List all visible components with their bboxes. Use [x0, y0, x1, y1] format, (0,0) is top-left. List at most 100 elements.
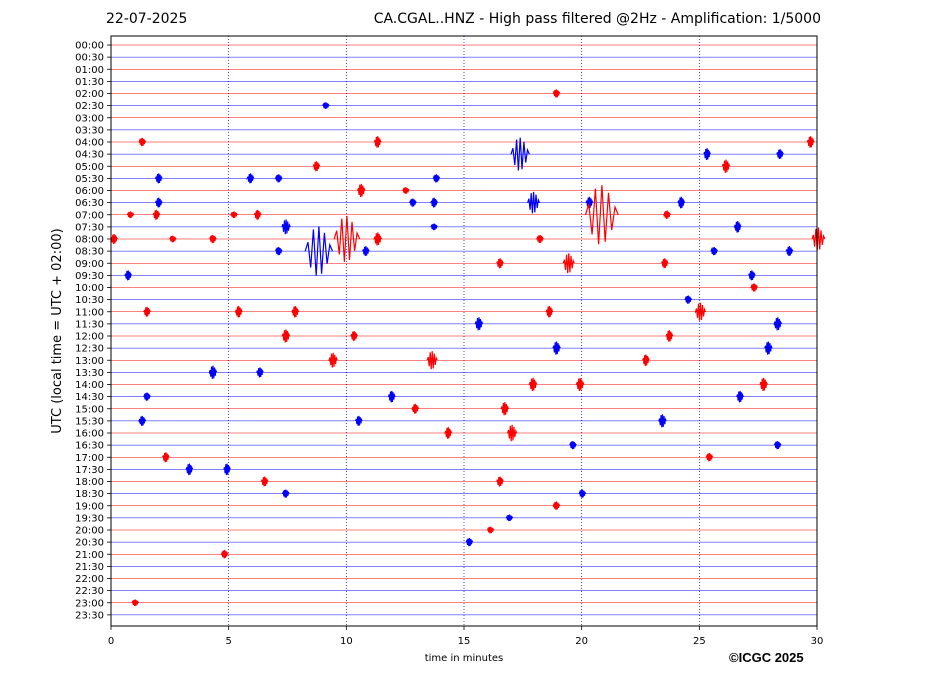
seismic-event	[235, 305, 243, 318]
x-tick-label: 5	[225, 636, 231, 647]
seismic-event	[223, 463, 231, 476]
y-tick-label: 22:00	[75, 574, 104, 585]
seismic-event	[465, 537, 474, 547]
seismic-event	[411, 403, 420, 414]
y-tick-label: 23:30	[75, 610, 104, 621]
seismic-event	[510, 137, 530, 171]
x-tick-label: 10	[340, 636, 353, 647]
y-tick-label: 03:30	[75, 125, 104, 136]
y-tick-label: 15:30	[75, 416, 104, 427]
y-tick-label: 04:30	[75, 150, 104, 161]
y-tick-label: 16:00	[75, 429, 104, 440]
seismic-event	[322, 102, 330, 109]
x-tick-label: 20	[575, 636, 588, 647]
seismic-event	[131, 599, 139, 607]
seismic-event	[507, 424, 518, 442]
seismic-event	[748, 270, 756, 281]
y-tick-label: 00:30	[75, 53, 104, 64]
seismic-event	[185, 463, 194, 476]
y-tick-label: 03:00	[75, 113, 104, 124]
seismic-event	[811, 227, 826, 251]
seismic-event	[552, 501, 561, 510]
y-tick-label: 19:30	[75, 513, 104, 524]
seismic-event	[291, 305, 300, 318]
y-tick-label: 08:30	[75, 247, 104, 258]
y-tick-label: 09:30	[75, 271, 104, 282]
y-tick-label: 16:30	[75, 441, 104, 452]
seismic-event	[408, 198, 417, 207]
y-tick-label: 22:30	[75, 586, 104, 597]
y-tick-label: 19:00	[75, 501, 104, 512]
y-tick-label: 14:00	[75, 380, 104, 391]
x-axis-label: time in minutes	[425, 653, 504, 664]
seismic-event	[496, 258, 504, 269]
seismic-event	[764, 341, 773, 355]
seismic-event	[552, 341, 561, 355]
seismic-event	[155, 197, 163, 208]
seismic-event	[260, 476, 269, 487]
y-tick-label: 15:00	[75, 404, 104, 415]
y-tick-label: 08:00	[75, 235, 104, 246]
seismic-event	[430, 223, 438, 231]
seismic-event	[486, 526, 495, 534]
y-tick-label: 12:30	[75, 344, 104, 355]
seismic-event	[230, 211, 238, 219]
y-tick-label: 18:00	[75, 477, 104, 488]
y-tick-label: 20:00	[75, 526, 104, 537]
x-tick-label: 25	[693, 636, 706, 647]
seismic-event	[110, 234, 118, 244]
seismic-event	[552, 89, 561, 98]
y-tick-label: 00:00	[75, 41, 104, 52]
seismic-event	[355, 415, 363, 426]
copyright-label: ©ICGC 2025	[729, 650, 804, 665]
seismic-event	[333, 215, 361, 262]
seismic-event	[312, 161, 321, 172]
y-tick-label: 01:00	[75, 65, 104, 76]
seismic-event	[660, 258, 669, 269]
y-tick-label: 23:00	[75, 598, 104, 609]
seismic-event	[402, 187, 410, 194]
y-tick-label: 11:00	[75, 307, 104, 318]
seismic-event	[444, 427, 453, 439]
y-tick-label: 09:00	[75, 259, 104, 270]
seismic-event	[357, 183, 366, 198]
seismic-event	[684, 295, 693, 304]
seismic-event	[663, 210, 671, 219]
seismic-event	[138, 137, 147, 147]
seismic-event	[721, 159, 731, 173]
seismic-event	[585, 196, 594, 209]
y-tick-label: 01:30	[75, 77, 104, 88]
y-tick-label: 07:00	[75, 210, 104, 221]
x-tick-label: 15	[458, 636, 471, 647]
y-axis-label: UTC (local time = UTC + 02:00)	[50, 228, 65, 433]
x-tick-label: 30	[811, 636, 824, 647]
seismic-event	[152, 209, 161, 220]
y-tick-label: 11:30	[75, 319, 104, 330]
seismic-event	[387, 390, 396, 403]
seismic-event	[373, 232, 382, 246]
seismic-event	[275, 246, 283, 256]
seismic-event	[705, 453, 714, 462]
seismic-event	[155, 173, 163, 184]
y-tick-label: 10:00	[75, 283, 104, 294]
seismic-event	[169, 235, 177, 243]
y-tick-label: 12:00	[75, 332, 104, 343]
seismic-event	[527, 191, 541, 214]
y-tick-label: 07:30	[75, 222, 104, 233]
y-tick-label: 17:30	[75, 465, 104, 476]
seismic-event	[665, 330, 674, 342]
seismic-event	[785, 246, 794, 257]
seismic-event	[256, 367, 264, 378]
y-tick-label: 13:00	[75, 356, 104, 367]
y-tick-label: 10:30	[75, 295, 104, 306]
seismic-event	[806, 136, 815, 148]
seismic-event	[569, 440, 577, 450]
seismic-event	[426, 351, 438, 370]
seismic-event	[750, 283, 759, 292]
seismic-event	[350, 331, 358, 341]
y-tick-label: 06:30	[75, 198, 104, 209]
y-tick-label: 21:30	[75, 562, 104, 573]
y-tick-label: 17:00	[75, 453, 104, 464]
y-tick-label: 02:00	[75, 89, 104, 100]
seismic-event	[220, 550, 229, 559]
